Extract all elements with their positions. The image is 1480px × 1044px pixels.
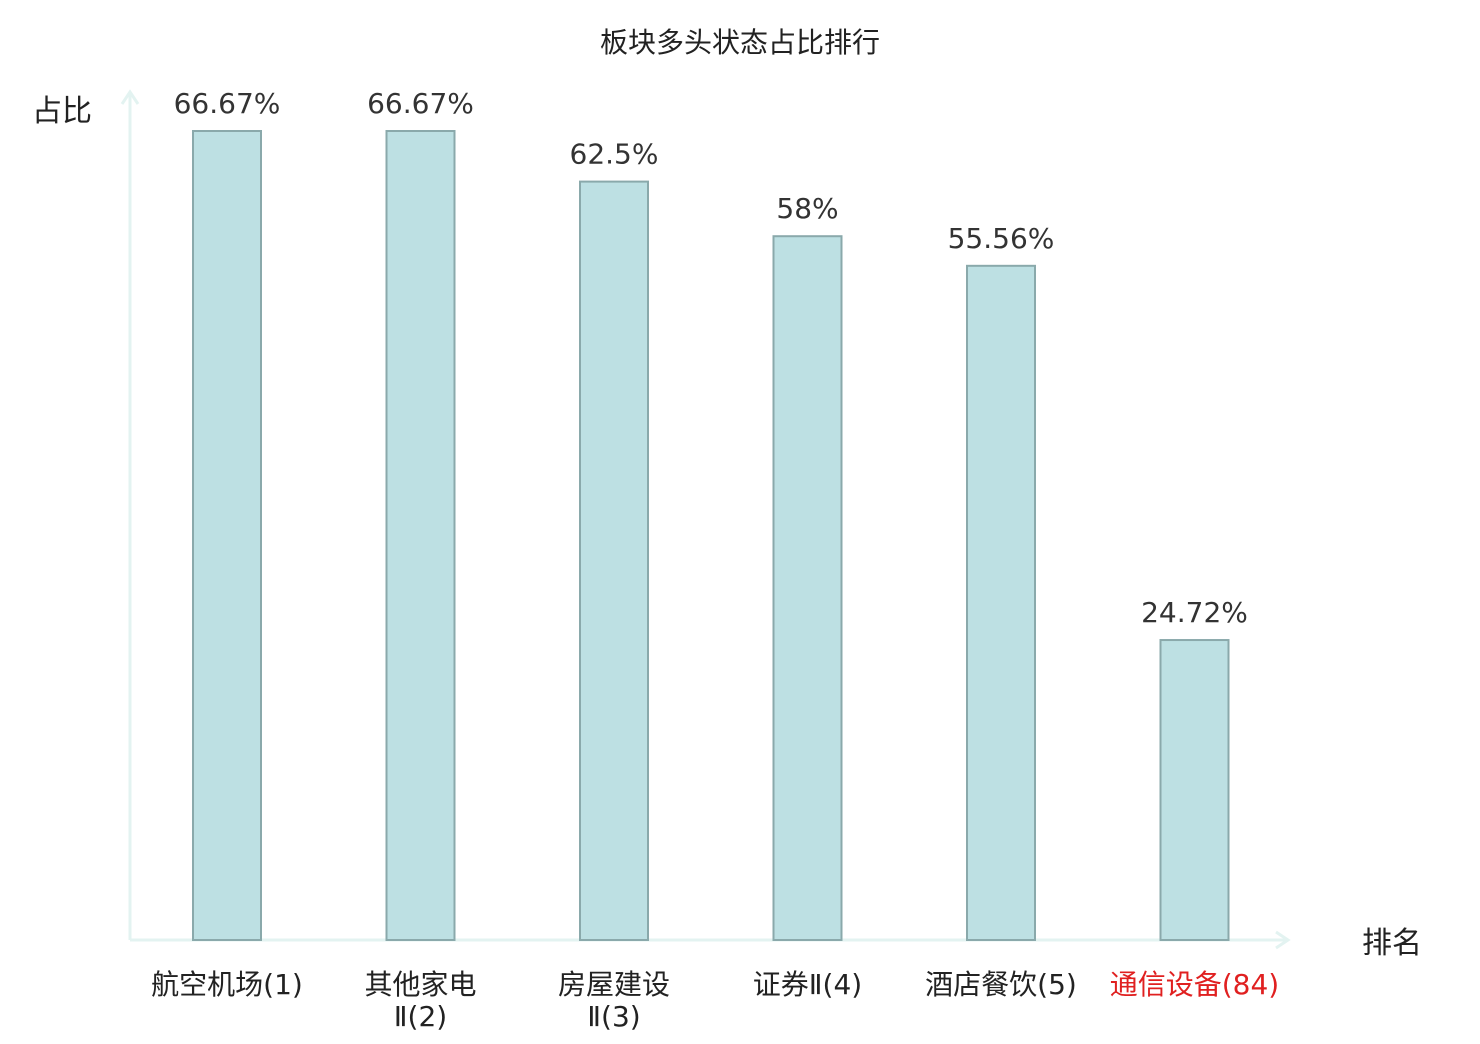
y-axis-label: 占比 — [32, 94, 92, 129]
x-tick-label-line: Ⅱ(2) — [394, 1000, 447, 1033]
bar-value-label: 62.5% — [570, 138, 659, 171]
chart-title: 板块多头状态占比排行 — [600, 26, 880, 59]
x-tick-label-line: 其他家电 — [364, 968, 476, 1001]
x-tick-label: 通信设备(84) — [1110, 968, 1279, 1001]
x-tick-label-line: 房屋建设 — [558, 968, 670, 1001]
x-tick-label: 航空机场(1) — [151, 968, 303, 1001]
x-tick-labels-group: 航空机场(1) 其他家电 Ⅱ(2) 房屋建设 Ⅱ(3) 证券Ⅱ(4) 酒店餐饮(5) 通信设备… — [151, 968, 1279, 1033]
x-axis-arrow — [1275, 930, 1291, 950]
value-labels-group: 66.67% 66.67% 62.5% 58% 55.56% 24.72% — [174, 87, 1248, 629]
bar-value-label: 66.67% — [174, 87, 281, 120]
x-tick-label: 房屋建设 Ⅱ(3) — [558, 968, 670, 1033]
x-tick-label-line: 证券Ⅱ(4) — [753, 968, 862, 1001]
bars-group — [192, 130, 1230, 942]
bar — [772, 235, 843, 941]
bar-value-label: 66.67% — [367, 87, 474, 120]
bar — [385, 130, 456, 941]
x-axis-label: 排名 — [1362, 926, 1422, 961]
bar — [192, 130, 262, 941]
x-tick-label: 酒店餐饮(5) — [925, 968, 1077, 1001]
bar — [579, 180, 649, 942]
bar-value-label: 55.56% — [948, 222, 1055, 255]
x-tick-label: 证券Ⅱ(4) — [753, 968, 862, 1001]
x-tick-label-line: Ⅱ(3) — [587, 1000, 640, 1033]
bar-value-label: 24.72% — [1141, 596, 1248, 629]
x-tick-label: 其他家电 Ⅱ(2) — [364, 968, 476, 1033]
y-axis-arrow — [120, 89, 140, 105]
bar — [966, 264, 1036, 941]
bar-value-label: 58% — [776, 192, 838, 225]
x-tick-label-line: 酒店餐饮(5) — [925, 968, 1077, 1001]
x-tick-label-line: 通信设备(84) — [1110, 968, 1279, 1001]
bar — [1159, 639, 1230, 941]
x-tick-label-line: 航空机场(1) — [151, 968, 303, 1001]
axes — [120, 89, 1291, 950]
